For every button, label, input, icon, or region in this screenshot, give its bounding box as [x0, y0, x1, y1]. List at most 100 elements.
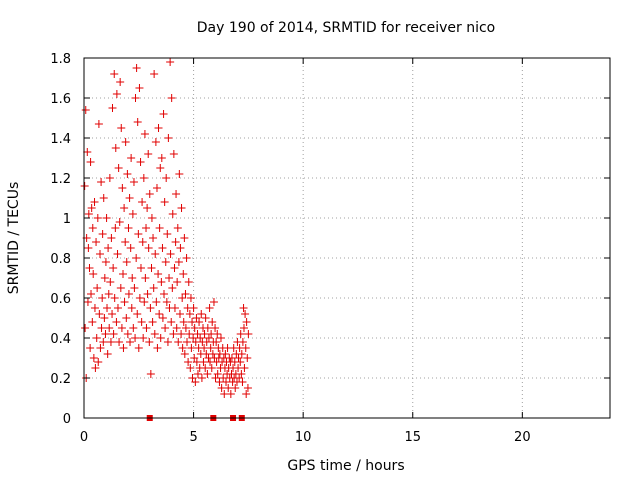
data-point — [180, 234, 189, 242]
data-point — [160, 198, 169, 206]
data-point — [205, 304, 214, 312]
y-tick-label: 0.2 — [50, 372, 71, 387]
data-point — [109, 264, 118, 272]
data-point — [240, 364, 249, 372]
data-point — [204, 334, 213, 342]
data-point — [234, 354, 243, 362]
data-point — [157, 154, 166, 162]
data-point — [150, 330, 159, 338]
data-point — [148, 318, 157, 326]
data-point — [167, 318, 176, 326]
data-point — [93, 214, 102, 222]
data-point — [154, 270, 163, 278]
data-point — [159, 290, 168, 298]
data-point — [212, 338, 221, 346]
data-point — [145, 190, 154, 198]
data-point — [189, 304, 198, 312]
data-point — [162, 174, 171, 182]
data-point — [145, 338, 154, 346]
data-point — [97, 324, 106, 332]
data-point — [89, 270, 98, 278]
data-point — [213, 370, 222, 378]
data-point — [135, 84, 144, 92]
data-point — [207, 364, 216, 372]
data-point — [86, 344, 95, 352]
data-point — [133, 118, 142, 126]
data-point — [134, 344, 143, 352]
data-point — [99, 338, 108, 346]
x-tick-label: 5 — [189, 430, 197, 445]
data-point — [172, 190, 181, 198]
data-point — [118, 184, 127, 192]
data-point — [179, 318, 188, 326]
data-point — [159, 110, 168, 118]
data-point — [183, 338, 192, 346]
data-point — [213, 330, 222, 338]
data-point — [127, 304, 136, 312]
data-point — [203, 370, 212, 378]
data-point — [103, 304, 112, 312]
data-point — [123, 170, 132, 178]
data-point — [181, 324, 190, 332]
data-point — [197, 310, 206, 318]
y-tick-label: 0.8 — [50, 252, 71, 267]
data-point — [147, 264, 156, 272]
x-axis-label: GPS time / hours — [287, 458, 404, 474]
data-point — [100, 274, 109, 282]
data-point — [142, 224, 151, 232]
data-point — [103, 350, 112, 358]
data-point — [146, 370, 155, 378]
y-tick-label: 0 — [63, 412, 71, 427]
data-point — [134, 230, 143, 238]
data-point — [238, 378, 247, 386]
data-point — [139, 334, 148, 342]
data-point — [143, 290, 152, 298]
data-point — [138, 238, 147, 246]
data-point — [184, 278, 193, 286]
data-point — [124, 290, 133, 298]
data-point — [191, 378, 200, 386]
data-point — [178, 344, 187, 352]
data-point — [81, 324, 90, 332]
data-point — [111, 224, 120, 232]
data-point — [157, 278, 166, 286]
data-point — [146, 304, 155, 312]
data-point — [101, 258, 110, 266]
data-point — [104, 244, 113, 252]
data-point — [161, 324, 170, 332]
data-point — [83, 148, 92, 156]
data-point — [216, 334, 225, 342]
data-point — [132, 64, 141, 72]
data-point — [112, 318, 121, 326]
data-point — [100, 314, 109, 322]
data-point — [137, 318, 146, 326]
data-point — [206, 344, 215, 352]
data-point — [167, 94, 176, 102]
data-point — [109, 330, 118, 338]
data-point — [119, 270, 128, 278]
data-point — [150, 70, 159, 78]
data-point — [131, 94, 140, 102]
data-point — [242, 318, 251, 326]
data-point — [169, 150, 178, 158]
y-tick-label: 1.4 — [50, 132, 71, 147]
data-point — [93, 284, 102, 292]
data-point — [243, 384, 252, 392]
data-point — [143, 204, 152, 212]
data-point — [87, 204, 96, 212]
data-point — [180, 350, 189, 358]
data-point — [101, 330, 110, 338]
data-point — [90, 304, 99, 312]
data-point — [84, 244, 93, 252]
data-point — [117, 124, 126, 132]
chart-title: Day 190 of 2014, SRMTID for receiver nic… — [197, 20, 495, 36]
data-point — [129, 324, 138, 332]
data-point — [239, 324, 248, 332]
data-point — [102, 214, 111, 222]
data-point — [81, 106, 90, 114]
plot-frame — [83, 57, 611, 419]
data-point — [107, 234, 116, 242]
y-tick-label: 1.6 — [50, 92, 71, 107]
data-point — [110, 294, 119, 302]
